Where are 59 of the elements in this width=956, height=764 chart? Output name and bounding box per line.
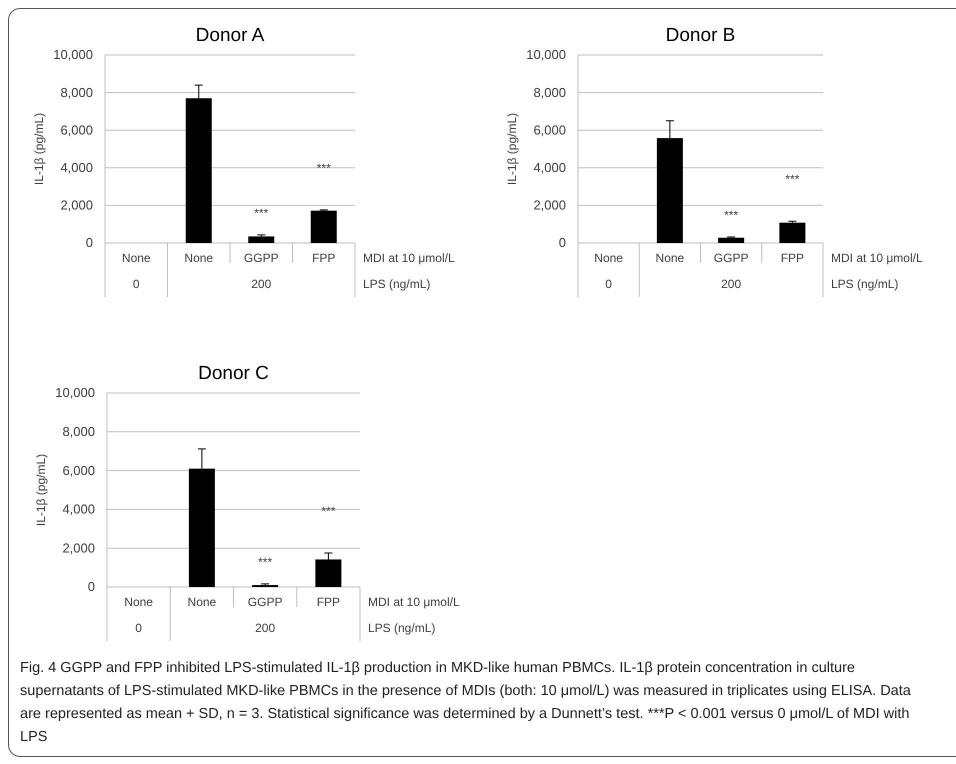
y-tick-label: 10,000 xyxy=(526,47,566,62)
y-axis-title: IL-1β (pg/mL) xyxy=(32,112,46,186)
chart-title: Donor C xyxy=(198,363,269,384)
bar xyxy=(779,222,806,243)
text: 200 xyxy=(251,277,272,291)
y-tick-label: 6,000 xyxy=(60,122,93,138)
caption: Fig. 4 GGPP and FPP inhibited LPS-stimulated IL-1β production in MKD-like human PBMCs. IL-1β protein concentration in culture supernatants of LPS-stimulated MKD-like PBMCs in the presence of MDIs (both: 10 μmol/L) was measured in triplicates using ELISA. Data are represented as mean + SD, n = 3. Statistical significance was determined by a Dunnett’s test. ***P < 0.001 versus 0 μmol/L of MDI with LPS xyxy=(20,660,912,745)
chart-title: Donor B xyxy=(666,25,736,46)
y-tick-label: 8,000 xyxy=(533,84,566,100)
x-tick-label: None xyxy=(122,251,151,265)
y-axis-title: IL-1β (pg/mL) xyxy=(505,112,519,186)
text: LPS (ng/mL) xyxy=(368,621,436,635)
x-tick-label: None xyxy=(124,595,154,609)
y-tick-label: 10,000 xyxy=(55,385,95,400)
x-tick-label: GGPP xyxy=(244,251,279,265)
y-tick-label: 4,000 xyxy=(533,160,566,175)
y-tick-label: 0 xyxy=(558,235,566,250)
y-tick-label: 2,000 xyxy=(62,540,95,556)
x-axis-title: MDI at 10 μmol/L xyxy=(368,595,460,609)
annotation: *** xyxy=(254,206,269,220)
x-tick-label: GGPP xyxy=(714,251,748,265)
y-tick-label: 2,000 xyxy=(60,198,93,213)
text: 0 xyxy=(135,621,142,635)
text: 200 xyxy=(255,621,276,635)
y-tick-label: 8,000 xyxy=(60,84,93,100)
annotation: *** xyxy=(321,504,336,518)
y-tick-label: 8,000 xyxy=(62,424,95,439)
y-tick-label: 2,000 xyxy=(533,198,566,213)
text: LPS (ng/mL) xyxy=(363,277,430,291)
x-tick-label: FPP xyxy=(312,251,336,265)
annotation: *** xyxy=(316,160,332,175)
y-tick-label: 10,000 xyxy=(53,47,93,62)
x-tick-label: None xyxy=(594,251,624,265)
x-tick-label: FPP xyxy=(316,595,340,609)
text: 0 xyxy=(605,277,612,291)
y-tick-label: 4,000 xyxy=(60,160,93,175)
annotation: *** xyxy=(258,554,272,569)
x-tick-label: None xyxy=(188,595,217,609)
x-tick-label: FPP xyxy=(780,251,804,265)
y-tick-label: 6,000 xyxy=(62,462,95,478)
x-tick-label: GGPP xyxy=(248,595,282,609)
bar xyxy=(310,210,337,243)
annotation: *** xyxy=(724,208,738,222)
text: 0 xyxy=(132,277,140,291)
bar xyxy=(248,236,274,243)
y-tick-label: 0 xyxy=(86,235,93,250)
text: 200 xyxy=(721,277,742,291)
y-tick-label: 0 xyxy=(88,579,95,594)
annotation: *** xyxy=(785,172,800,186)
x-tick-label: None xyxy=(656,251,685,265)
text: LPS (ng/mL) xyxy=(831,277,898,291)
y-tick-label: 6,000 xyxy=(533,122,566,138)
y-tick-label: 4,000 xyxy=(62,502,95,517)
chart-title: Donor A xyxy=(196,25,265,46)
x-axis-title: MDI at 10 μmol/L xyxy=(831,251,923,265)
x-axis-title: MDI at 10 μmol/L xyxy=(363,251,455,265)
x-tick-label: None xyxy=(184,251,214,265)
bar xyxy=(718,238,744,243)
y-axis-title: IL-1β (pg/mL) xyxy=(34,454,48,526)
